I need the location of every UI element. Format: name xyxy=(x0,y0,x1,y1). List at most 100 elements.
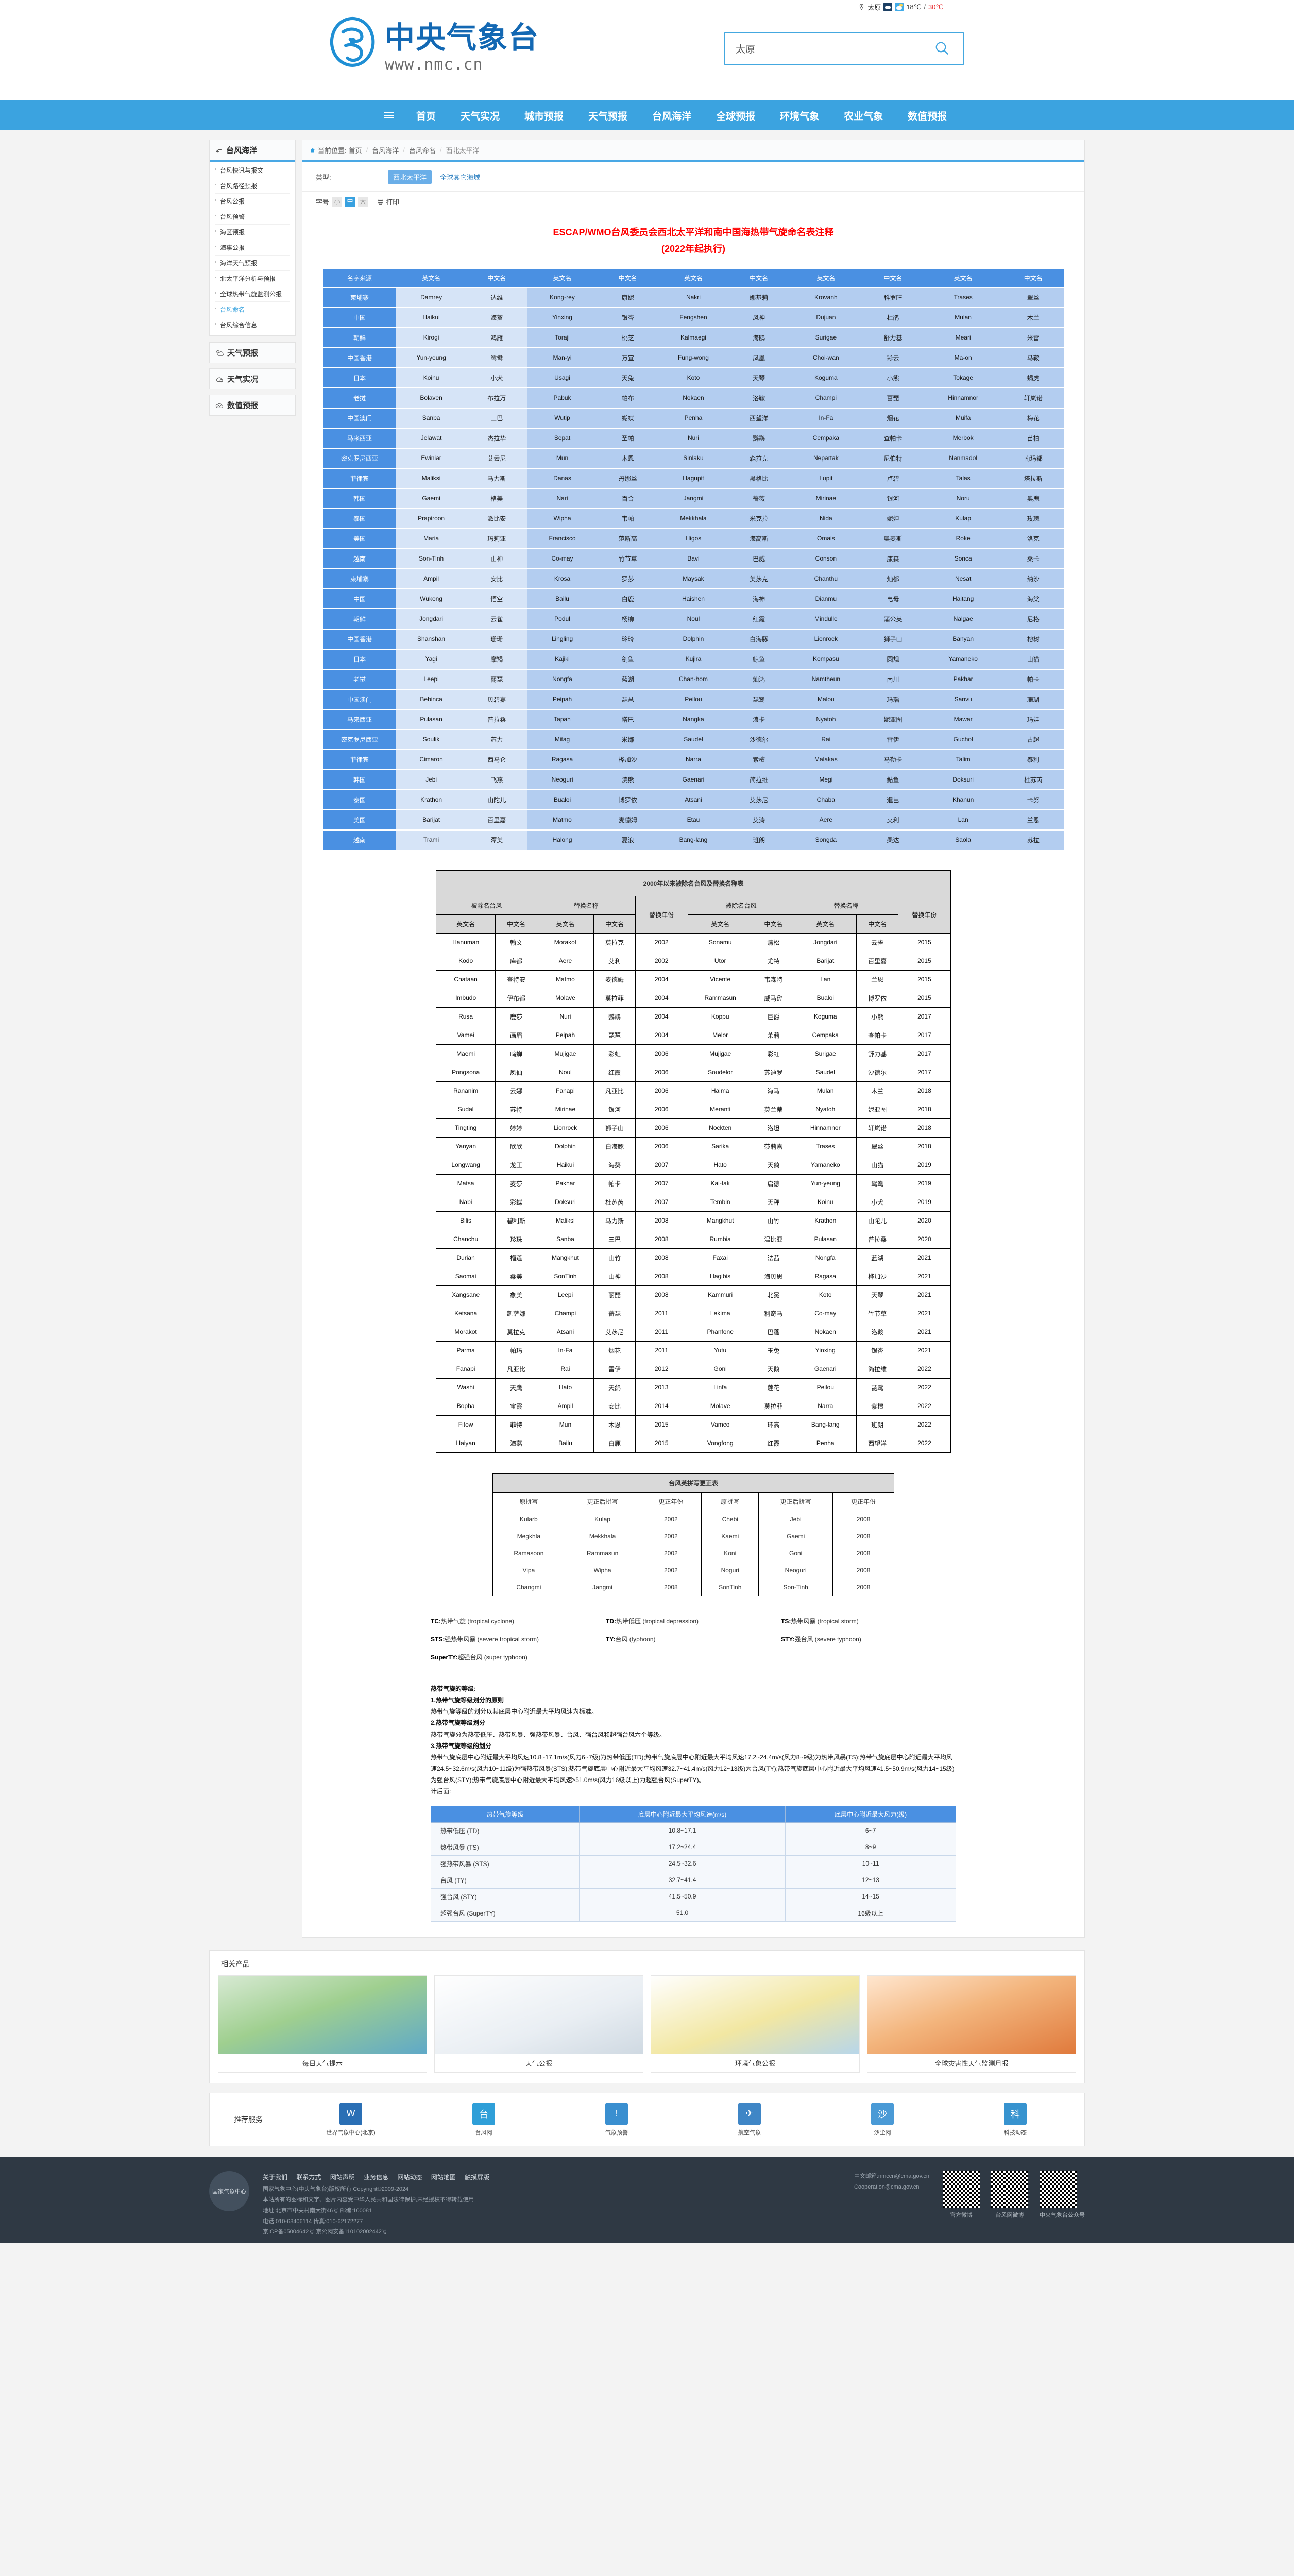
typhoon-icon xyxy=(216,149,223,152)
name-en-cell: Mulan xyxy=(923,308,1003,327)
nav-item-agriculture[interactable]: 农业气象 xyxy=(844,111,883,122)
sidebar-item-bulletin[interactable]: 台风快讯与报文 xyxy=(215,163,290,178)
footer-link-contact[interactable]: 联系方式 xyxy=(296,2173,321,2181)
retired-cell: 2018 xyxy=(897,1081,951,1100)
breadcrumb-sep-2: / xyxy=(403,146,405,154)
search-input[interactable] xyxy=(735,33,930,64)
recommend-label-3: 气象预警 xyxy=(605,2129,628,2136)
nav-item-environment[interactable]: 环境气象 xyxy=(780,111,820,122)
sidebar-shortcut-numerical-label: 数值预报 xyxy=(227,401,259,410)
retired-cell: Fanapi xyxy=(536,1081,594,1100)
retired-cell: 启德 xyxy=(752,1174,795,1193)
sidebar-item-report[interactable]: 台风公报 xyxy=(215,194,290,209)
recommend-item-2[interactable]: 台 台风网 xyxy=(420,2102,548,2137)
nav-item-typhoon[interactable]: 台风海洋 xyxy=(652,111,692,122)
retired-cell: Chataan xyxy=(435,970,496,989)
sidebar-item-synthesis[interactable]: 台风综合信息 xyxy=(215,317,290,332)
correction-cell: Jangmi xyxy=(564,1578,641,1596)
correction-cell: 2002 xyxy=(640,1527,702,1545)
footer-link-statement[interactable]: 网站声明 xyxy=(330,2173,355,2181)
related-card-3[interactable]: 环境气象公报 xyxy=(651,1975,860,2073)
retired-cell: 2007 xyxy=(635,1155,688,1175)
search-box[interactable] xyxy=(724,32,964,65)
recommend-item-1[interactable]: W 世界气象中心(北京) xyxy=(287,2102,415,2137)
breadcrumb-link-typhoon[interactable]: 台风海洋 xyxy=(372,147,399,155)
related-card-2[interactable]: 天气公报 xyxy=(434,1975,643,2073)
sidebar-item-oceanwx[interactable]: 海洋天气预报 xyxy=(215,256,290,271)
city-weather-widget[interactable]: 太原 18℃ / 30℃ xyxy=(858,2,943,12)
name-en-cell: Krosa xyxy=(527,569,598,588)
name-en-cell: Prapiroon xyxy=(396,509,467,528)
nav-item-city[interactable]: 城市预报 xyxy=(524,111,564,122)
nav-item-forecast[interactable]: 天气预报 xyxy=(588,111,628,122)
type-tab-nwpacific[interactable]: 西北太平洋 xyxy=(388,170,432,184)
print-button[interactable]: 打印 xyxy=(377,197,399,207)
nav-item-observation[interactable]: 天气实况 xyxy=(461,111,500,122)
related-card-1[interactable]: 每日天气提示 xyxy=(218,1975,427,2073)
recommend-item-5[interactable]: 沙 沙尘网 xyxy=(819,2102,946,2137)
sidebar-title-text: 台风海洋 xyxy=(226,146,258,155)
site-logo[interactable]: 中央气象台 www.nmc.cn xyxy=(328,15,539,75)
name-cn-cell: 珊瑚 xyxy=(1002,689,1064,709)
recommend-item-3[interactable]: ! 气象预警 xyxy=(553,2102,680,2137)
retired-group-header: 替换年份 xyxy=(635,895,688,934)
footer-link-touch[interactable]: 触摸屏版 xyxy=(465,2173,490,2181)
name-cn-cell: 米克拉 xyxy=(728,509,790,528)
name-en-cell: Koguma xyxy=(789,368,863,387)
sidebar-shortcut-numerical[interactable]: 数值预报 xyxy=(209,395,296,416)
retired-cell: Lionrock xyxy=(536,1118,594,1138)
name-cn-cell: 桑卡 xyxy=(1002,549,1064,568)
home-icon[interactable] xyxy=(310,147,316,154)
name-cn-cell: 白鹿 xyxy=(597,589,658,608)
retired-table-row: Longwang 龙王 Haikui 海葵 2007 Hato 天鸽 Yamaneko 山猫 20… xyxy=(435,1155,951,1175)
name-en-cell: Ampil xyxy=(396,569,467,588)
nav-item-global[interactable]: 全球预报 xyxy=(716,111,756,122)
search-icon[interactable] xyxy=(934,41,950,56)
recommend-item-6[interactable]: 科 科技动态 xyxy=(951,2102,1079,2137)
retired-cell: 马力斯 xyxy=(593,1211,636,1230)
font-size-large[interactable]: 大 xyxy=(358,197,368,207)
retired-cell: Barijat xyxy=(794,951,857,971)
name-cn-cell: 海鸥 xyxy=(728,328,790,347)
nav-item-numerical[interactable]: 数值预报 xyxy=(908,111,947,122)
name-source-cell: 中国香港 xyxy=(323,629,397,649)
city-name: 太原 xyxy=(867,4,881,11)
name-cn-cell: 蔷薇 xyxy=(728,488,790,508)
menu-hamburger-icon[interactable] xyxy=(384,112,394,118)
font-size-medium[interactable]: 中 xyxy=(345,197,355,207)
sidebar-item-track[interactable]: 台风路径预报 xyxy=(215,178,290,194)
breadcrumb-link-home[interactable]: 首页 xyxy=(348,147,362,155)
sidebar-item-naming[interactable]: 台风命名 xyxy=(215,302,290,317)
retired-cell: 画眉 xyxy=(495,1025,537,1045)
warning-icon: ! xyxy=(605,2102,628,2125)
footer-link-business[interactable]: 业务信息 xyxy=(364,2173,389,2181)
footer-link-sitemap[interactable]: 网站地图 xyxy=(431,2173,456,2181)
sidebar-item-npacific[interactable]: 北太平洋分析与预报 xyxy=(215,271,290,286)
sidebar-shortcut-forecast[interactable]: 天气预报 xyxy=(209,342,296,363)
recommend-item-4[interactable]: ✈ 航空气象 xyxy=(686,2102,813,2137)
retired-cell: 2021 xyxy=(897,1266,951,1286)
sidebar-shortcut-observation[interactable]: 天气实况 xyxy=(209,368,296,389)
retired-cell: 鹿莎 xyxy=(495,1007,537,1026)
related-card-4[interactable]: 全球灾害性天气监测月报 xyxy=(867,1975,1076,2073)
sidebar-item-globalmon[interactable]: 全球热带气旋监测公报 xyxy=(215,286,290,302)
nav-item-home[interactable]: 首页 xyxy=(416,111,436,122)
retired-cell: Pakhar xyxy=(536,1174,594,1193)
retired-cell: 天琴 xyxy=(856,1285,898,1304)
retired-cell: Ketsana xyxy=(435,1303,496,1323)
correction-table-row: Ramasoon Rammasun 2002 Koni Goni 2008 xyxy=(492,1544,894,1562)
retired-sub-header: 英文名 xyxy=(435,914,496,934)
footer-link-about[interactable]: 关于我们 xyxy=(263,2173,288,2181)
font-size-small[interactable]: 小 xyxy=(332,197,343,207)
retired-cell: 2018 xyxy=(897,1137,951,1156)
breadcrumb-link-naming[interactable]: 台风命名 xyxy=(408,147,436,155)
type-tab-otherseas[interactable]: 全球其它海域 xyxy=(440,174,481,181)
sidebar-item-warning[interactable]: 台风预警 xyxy=(215,209,290,225)
retired-cell: Hato xyxy=(687,1155,753,1175)
retired-cell: 舒力基 xyxy=(856,1044,898,1063)
retired-cell: 2004 xyxy=(635,1025,688,1045)
footer-link-news[interactable]: 网站动态 xyxy=(397,2173,422,2181)
sidebar-item-seaarea[interactable]: 海区预报 xyxy=(215,225,290,240)
name-cn-cell: 丽琵 xyxy=(466,669,527,689)
sidebar-item-marine[interactable]: 海事公报 xyxy=(215,240,290,256)
